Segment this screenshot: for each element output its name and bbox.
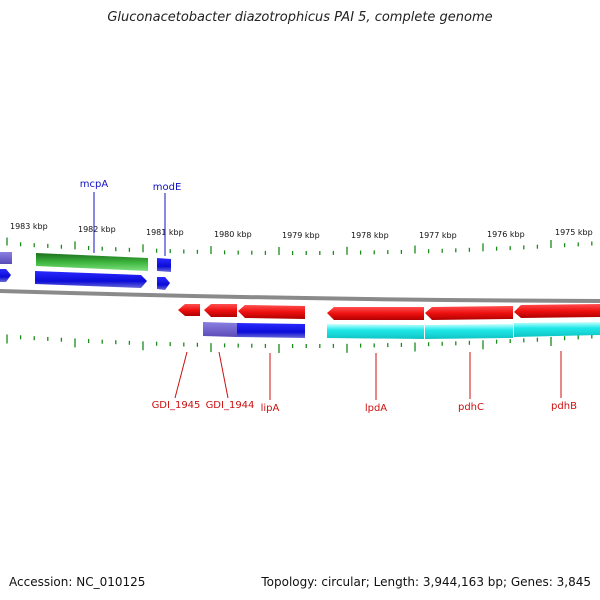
kbp-label: 1980 kbp bbox=[214, 230, 252, 239]
gene-block[interactable] bbox=[425, 324, 513, 339]
kbp-label: 1975 kbp bbox=[555, 228, 593, 237]
genome-stats-text: Topology: circular; Length: 3,944,163 bp… bbox=[261, 575, 591, 589]
gene-arrow-pdhC[interactable] bbox=[425, 306, 513, 320]
gene-arrow-mcpA-region[interactable] bbox=[36, 253, 148, 271]
forward-gene-labels: mcpA modE bbox=[80, 179, 181, 256]
kbp-label: 1979 kbp bbox=[282, 231, 320, 240]
reverse-gene-labels: GDI_1945 GDI_1944 lipA lpdA pdhC pdhB bbox=[152, 351, 577, 414]
gene-label-GDI_1945[interactable]: GDI_1945 bbox=[152, 400, 201, 411]
gene-label-GDI_1944[interactable]: GDI_1944 bbox=[206, 400, 255, 411]
gene-arrow[interactable] bbox=[157, 277, 170, 290]
genome-title: Gluconacetobacter diazotrophicus PAI 5, … bbox=[107, 10, 493, 25]
gene-block[interactable] bbox=[514, 322, 600, 337]
accession-text: Accession: NC_010125 bbox=[9, 575, 146, 589]
lower-tick-track bbox=[6, 334, 593, 353]
gene-arrow-GDI_1944[interactable] bbox=[204, 304, 237, 317]
gene-arrow-modE[interactable] bbox=[157, 258, 171, 272]
gene-arrow-lpdA[interactable] bbox=[327, 307, 424, 320]
kbp-label: 1977 kbp bbox=[419, 231, 457, 240]
gene-arrow-GDI_1945[interactable] bbox=[178, 304, 200, 316]
reverse-strand-genes bbox=[178, 304, 600, 339]
kbp-label: 1978 kbp bbox=[351, 231, 389, 240]
gene-arrow[interactable] bbox=[0, 252, 12, 264]
gene-arrow-lipA[interactable] bbox=[238, 305, 305, 319]
gene-block[interactable] bbox=[203, 322, 237, 337]
gene-arrow-pdhB[interactable] bbox=[514, 304, 600, 318]
gene-arrow[interactable] bbox=[0, 269, 11, 282]
kbp-label: 1983 kbp bbox=[10, 222, 48, 231]
gene-label-pdhB[interactable]: pdhB bbox=[551, 401, 577, 412]
gene-label-modE[interactable]: modE bbox=[153, 182, 182, 193]
genome-backbone bbox=[0, 289, 600, 303]
kbp-label: 1982 kbp bbox=[78, 225, 116, 234]
upper-tick-track bbox=[6, 237, 593, 255]
gene-label-pdhC[interactable]: pdhC bbox=[458, 402, 484, 413]
gene-label-lipA[interactable]: lipA bbox=[261, 403, 280, 414]
kbp-scale: 1983 kbp 1982 kbp 1981 kbp 1980 kbp 1979… bbox=[10, 222, 593, 240]
forward-strand-genes bbox=[0, 252, 171, 290]
kbp-label: 1976 kbp bbox=[487, 230, 525, 239]
gene-arrow[interactable] bbox=[35, 271, 147, 288]
gene-block[interactable] bbox=[327, 324, 424, 339]
gene-block[interactable] bbox=[237, 323, 305, 338]
gene-label-lpdA[interactable]: lpdA bbox=[365, 403, 387, 414]
gene-label-mcpA[interactable]: mcpA bbox=[80, 179, 109, 190]
